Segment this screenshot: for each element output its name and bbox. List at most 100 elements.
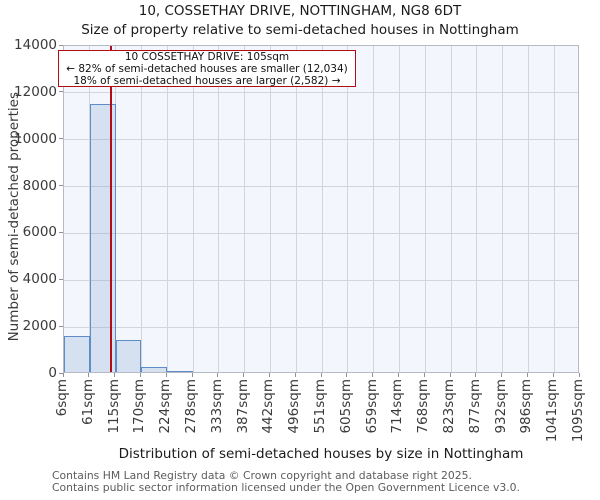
x-gridline bbox=[553, 46, 555, 372]
chart-title: 10, COSSETHAY DRIVE, NOTTINGHAM, NG8 6DT bbox=[138, 3, 462, 19]
x-tick-mark bbox=[552, 373, 554, 377]
y-gridline bbox=[64, 139, 578, 141]
x-tick-mark bbox=[88, 373, 90, 377]
x-tick-label: 932sqm bbox=[492, 379, 509, 434]
y-tick-mark bbox=[59, 91, 63, 93]
property-marker-line bbox=[109, 46, 112, 372]
y-tick-mark bbox=[59, 372, 63, 374]
x-tick-mark bbox=[501, 373, 503, 377]
footer-line-2: Contains public sector information licen… bbox=[52, 480, 520, 494]
y-tick-mark bbox=[59, 44, 63, 46]
x-tick-label: 877sqm bbox=[466, 379, 483, 434]
x-gridline bbox=[321, 46, 323, 372]
x-tick-mark bbox=[397, 373, 399, 377]
x-tick-label: 986sqm bbox=[518, 379, 535, 434]
x-tick-label: 1095sqm bbox=[570, 379, 586, 443]
x-tick-mark bbox=[191, 373, 193, 377]
x-tick-mark bbox=[139, 373, 141, 377]
annotation-box: 10 COSSETHAY DRIVE: 105sqm ← 82% of semi… bbox=[58, 50, 356, 87]
x-tick-mark bbox=[243, 373, 245, 377]
x-tick-mark bbox=[372, 373, 374, 377]
x-tick-mark bbox=[114, 373, 116, 377]
footer-line-1: Contains HM Land Registry data © Crown c… bbox=[52, 469, 472, 482]
x-tick-label: 714sqm bbox=[389, 379, 406, 434]
histogram-bar bbox=[115, 339, 142, 372]
y-tick-label: 4000 bbox=[22, 271, 57, 288]
y-gridline bbox=[64, 232, 578, 234]
x-gridline bbox=[476, 46, 478, 372]
y-axis-title: Number of semi-detached properties bbox=[6, 92, 22, 342]
x-tick-mark bbox=[294, 373, 296, 377]
x-gridline bbox=[347, 46, 349, 372]
y-tick-mark bbox=[59, 138, 63, 140]
y-tick-label: 14000 bbox=[14, 37, 57, 53]
x-gridline bbox=[450, 46, 452, 372]
x-tick-label: 278sqm bbox=[183, 379, 199, 434]
x-tick-mark bbox=[449, 373, 451, 377]
x-gridline bbox=[244, 46, 246, 372]
x-tick-label: 333sqm bbox=[208, 379, 225, 434]
y-gridline bbox=[64, 279, 578, 281]
x-axis-title: Distribution of semi-detached houses by … bbox=[118, 446, 524, 462]
y-tick-label: 8000 bbox=[22, 177, 57, 194]
x-gridline bbox=[218, 46, 220, 372]
histogram-bar bbox=[141, 366, 168, 372]
y-tick-label: 10000 bbox=[14, 130, 57, 147]
footer: Contains HM Land Registry data © Crown c… bbox=[52, 470, 520, 493]
annotation-line-larger: 18% of semi-detached houses are larger (… bbox=[73, 75, 341, 87]
x-tick-mark bbox=[475, 373, 477, 377]
y-tick-mark bbox=[59, 325, 63, 327]
x-gridline bbox=[295, 46, 297, 372]
x-tick-label: 768sqm bbox=[415, 379, 432, 434]
x-gridline bbox=[115, 46, 117, 372]
y-tick-label: 6000 bbox=[22, 224, 57, 241]
x-tick-label: 387sqm bbox=[234, 379, 251, 434]
x-tick-mark bbox=[62, 373, 64, 377]
x-gridline bbox=[527, 46, 529, 372]
x-tick-mark bbox=[268, 373, 270, 377]
x-tick-label: 659sqm bbox=[363, 379, 380, 434]
annotation-line-smaller: ← 82% of semi-detached houses are smalle… bbox=[66, 63, 348, 75]
chart-subtitle: Size of property relative to semi-detach… bbox=[81, 22, 519, 38]
x-gridline bbox=[502, 46, 504, 372]
x-tick-mark bbox=[346, 373, 348, 377]
x-tick-label: 496sqm bbox=[286, 379, 303, 434]
y-tick-mark bbox=[59, 278, 63, 280]
y-tick-label: 12000 bbox=[14, 83, 57, 100]
plot-area bbox=[63, 45, 579, 373]
histogram-bar bbox=[64, 336, 90, 372]
y-tick-mark bbox=[59, 231, 63, 233]
x-tick-label: 605sqm bbox=[337, 379, 354, 434]
x-tick-label: 170sqm bbox=[131, 379, 148, 434]
y-tick-label: 0 bbox=[48, 365, 57, 381]
x-tick-mark bbox=[578, 373, 580, 377]
x-gridline bbox=[192, 46, 194, 372]
y-tick-mark bbox=[59, 185, 63, 187]
x-tick-label: 551sqm bbox=[312, 379, 328, 434]
histogram-bar bbox=[167, 370, 193, 372]
y-tick-label: 2000 bbox=[22, 318, 57, 335]
x-gridline bbox=[140, 46, 142, 372]
y-gridline bbox=[64, 326, 578, 328]
x-tick-label: 115sqm bbox=[105, 379, 122, 434]
x-tick-label: 1041sqm bbox=[544, 379, 561, 443]
x-tick-label: 61sqm bbox=[79, 379, 96, 425]
x-tick-mark bbox=[165, 373, 167, 377]
x-tick-label: 6sqm bbox=[54, 379, 70, 417]
x-gridline bbox=[166, 46, 168, 372]
x-gridline bbox=[398, 46, 400, 372]
y-gridline bbox=[64, 92, 578, 94]
x-tick-mark bbox=[423, 373, 425, 377]
x-tick-mark bbox=[320, 373, 322, 377]
x-gridline bbox=[424, 46, 426, 372]
y-gridline bbox=[64, 186, 578, 188]
x-gridline bbox=[373, 46, 375, 372]
x-tick-label: 823sqm bbox=[441, 379, 457, 434]
x-gridline bbox=[269, 46, 271, 372]
x-tick-mark bbox=[217, 373, 219, 377]
x-tick-label: 224sqm bbox=[157, 379, 174, 434]
x-tick-mark bbox=[526, 373, 528, 377]
annotation-line-address: 10 COSSETHAY DRIVE: 105sqm bbox=[124, 51, 290, 63]
x-tick-label: 442sqm bbox=[260, 379, 277, 434]
